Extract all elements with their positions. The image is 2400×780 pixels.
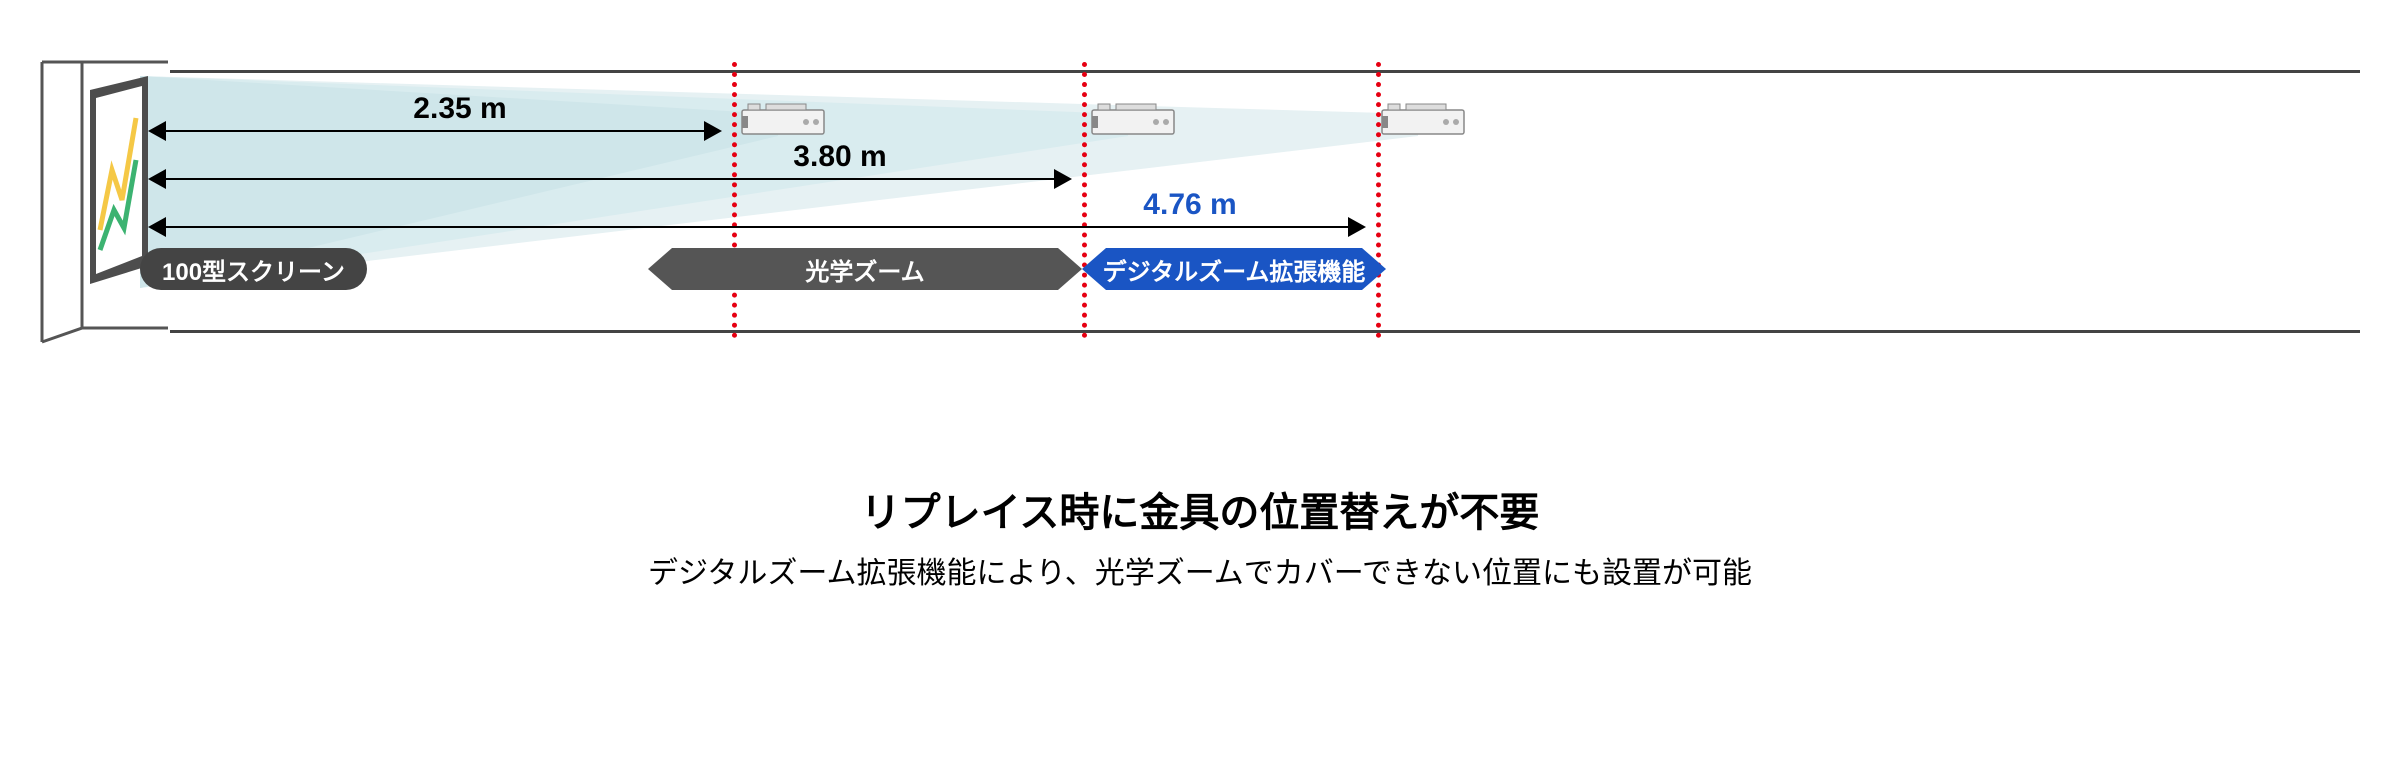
optical-zoom-label: 光学ズーム	[805, 252, 924, 287]
ceiling-line	[170, 70, 2360, 73]
digital-zoom-bar: デジタルズーム拡張機能	[1082, 248, 1386, 290]
floor-line	[170, 330, 2360, 333]
screen-size-label: 100型スクリーン	[140, 248, 367, 290]
distance-arrow-2	[150, 178, 1070, 180]
beam-mid	[100, 70, 1130, 330]
digital-zoom-label: デジタルズーム拡張機能	[1103, 252, 1366, 287]
distance-arrow-1	[150, 130, 720, 132]
throw-distance-diagram: 2.35 m 3.80 m 4.76 m	[40, 70, 2360, 350]
wall-and-screen	[40, 60, 170, 345]
vline-1	[732, 62, 737, 338]
distance-label-3: 4.76 m	[1143, 188, 1236, 222]
projector-1	[740, 102, 826, 138]
projector-3	[1380, 102, 1466, 138]
projector-2	[1090, 102, 1176, 138]
caption-body: デジタルズーム拡張機能により、光学ズームでカバーできない位置にも設置が可能	[0, 548, 2400, 592]
distance-label-1: 2.35 m	[413, 92, 506, 126]
optical-zoom-bar: 光学ズーム	[648, 248, 1082, 290]
vline-2	[1082, 62, 1087, 338]
distance-arrow-3	[150, 226, 1364, 228]
distance-label-2: 3.80 m	[793, 140, 886, 174]
caption-heading: リプレイス時に金具の位置替えが不要	[0, 480, 2400, 538]
